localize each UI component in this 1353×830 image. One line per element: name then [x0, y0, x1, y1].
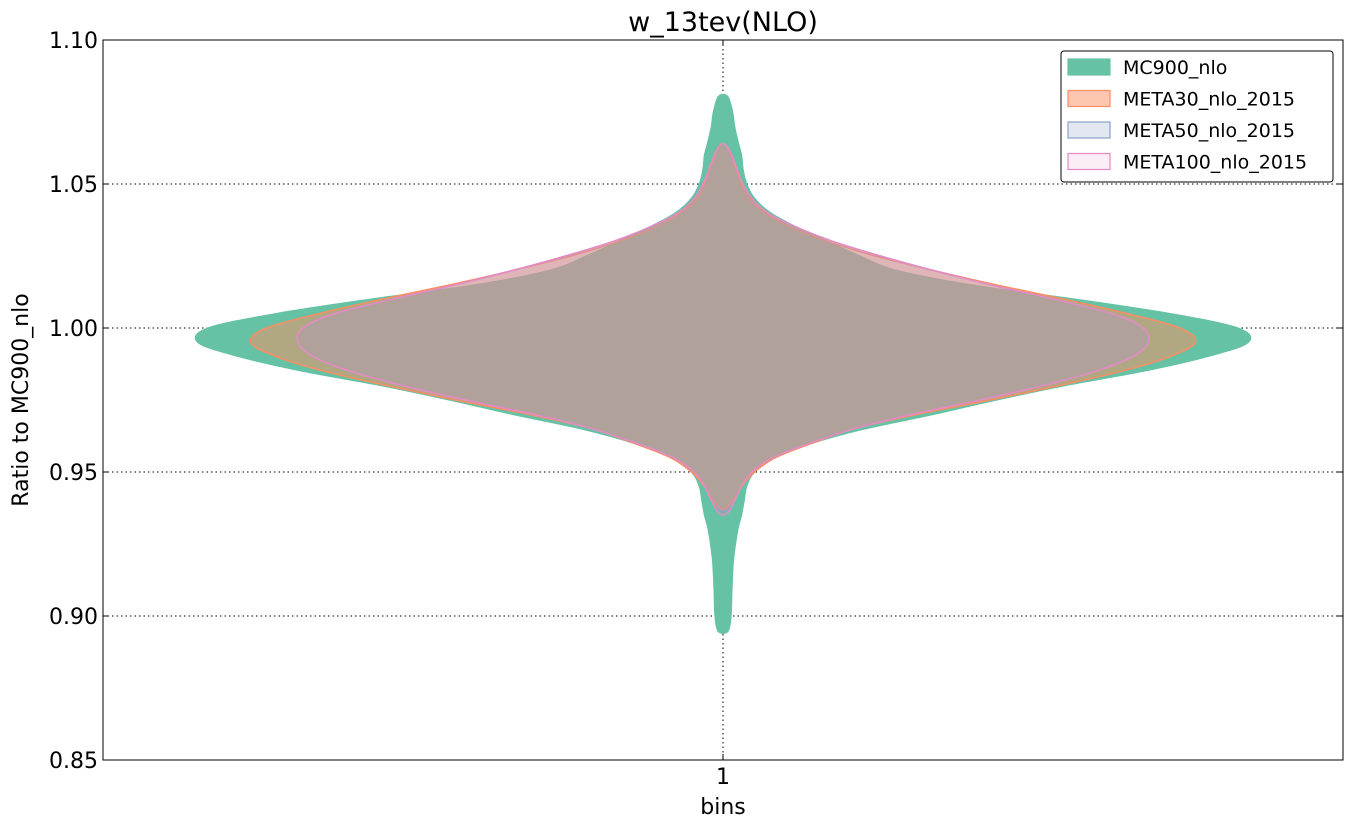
y-tick-label: 0.90 [49, 605, 98, 630]
y-tick-label: 1.10 [49, 29, 98, 54]
x-axis-ticks: 1 [716, 40, 730, 790]
violin-meta100-nlo-2015 [296, 142, 1150, 517]
legend-entry-label: META30_nlo_2015 [1123, 89, 1295, 111]
y-tick-label: 1.05 [49, 173, 98, 198]
x-tick-label: 1 [716, 765, 730, 790]
x-axis-label: bins [700, 795, 745, 820]
y-axis-label: Ratio to MC900_nlo [9, 293, 34, 506]
y-tick-label: 0.95 [49, 461, 98, 486]
legend: MC900_nlo META30_nlo_2015 META50_nlo_2015 M… [1060, 50, 1334, 183]
y-tick-label: 0.85 [49, 749, 98, 774]
violin-series [194, 93, 1252, 635]
legend-entry-label: MC900_nlo [1123, 57, 1227, 79]
legend-box [1060, 50, 1334, 183]
legend-entry-label: META100_nlo_2015 [1123, 152, 1307, 174]
legend-swatch [1067, 89, 1111, 108]
legend-swatch [1067, 152, 1111, 171]
legend-swatch [1067, 121, 1111, 139]
legend-entry-label: META50_nlo_2015 [1123, 120, 1295, 142]
chart-title: w_13tev(NLO) [628, 7, 818, 38]
y-axis-ticks: 0.85 0.90 0.95 1.00 1.05 1.10 [49, 29, 1343, 774]
legend-swatch [1067, 58, 1111, 76]
y-tick-label: 1.00 [49, 317, 98, 342]
